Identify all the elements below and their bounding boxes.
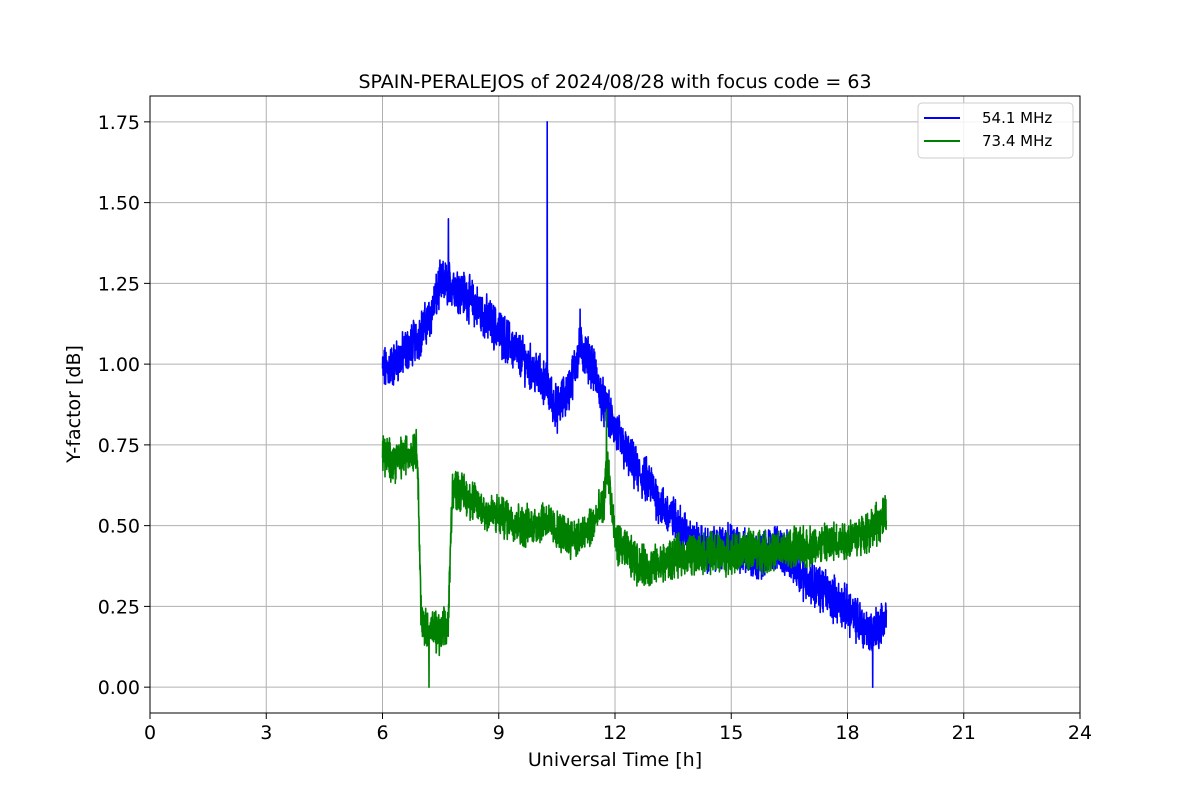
x-tick-label: 24 (1068, 722, 1092, 744)
x-tick-label: 12 (603, 722, 627, 744)
legend: 54.1 MHz 73.4 MHz (918, 103, 1073, 158)
series-layer (383, 122, 887, 687)
y-tick-label: 0.00 (98, 677, 140, 699)
series-line-54-1-mhz (383, 122, 887, 687)
y-axis-label: Y-factor [dB] (63, 345, 85, 464)
ticks: 0 3 6 9 12 15 18 21 24 0.00 0.25 0.50 0.75 1.00 1.25 1.… (98, 112, 1092, 744)
legend-label-73-4: 73.4 MHz (982, 132, 1052, 150)
y-tick-label: 1.25 (98, 273, 140, 295)
x-tick-label: 3 (260, 722, 272, 744)
x-tick-label: 18 (835, 722, 859, 744)
x-tick-label: 9 (493, 722, 505, 744)
x-tick-label: 6 (376, 722, 388, 744)
y-tick-label: 1.50 (98, 193, 140, 215)
x-axis-label: Universal Time [h] (528, 749, 702, 771)
x-tick-label: 0 (144, 722, 156, 744)
y-tick-label: 0.25 (98, 596, 140, 618)
chart: 0 3 6 9 12 15 18 21 24 0.00 0.25 0.50 0.75 1.00 1.25 1.… (0, 0, 1200, 800)
grid (150, 96, 1080, 713)
chart-title: SPAIN-PERALEJOS of 2024/08/28 with focus… (358, 71, 871, 93)
y-tick-label: 1.00 (98, 354, 140, 376)
x-tick-label: 21 (952, 722, 976, 744)
y-tick-label: 0.50 (98, 516, 140, 538)
y-tick-label: 1.75 (98, 112, 140, 134)
y-tick-label: 0.75 (98, 435, 140, 457)
x-tick-label: 15 (719, 722, 743, 744)
legend-label-54-1: 54.1 MHz (982, 109, 1052, 127)
